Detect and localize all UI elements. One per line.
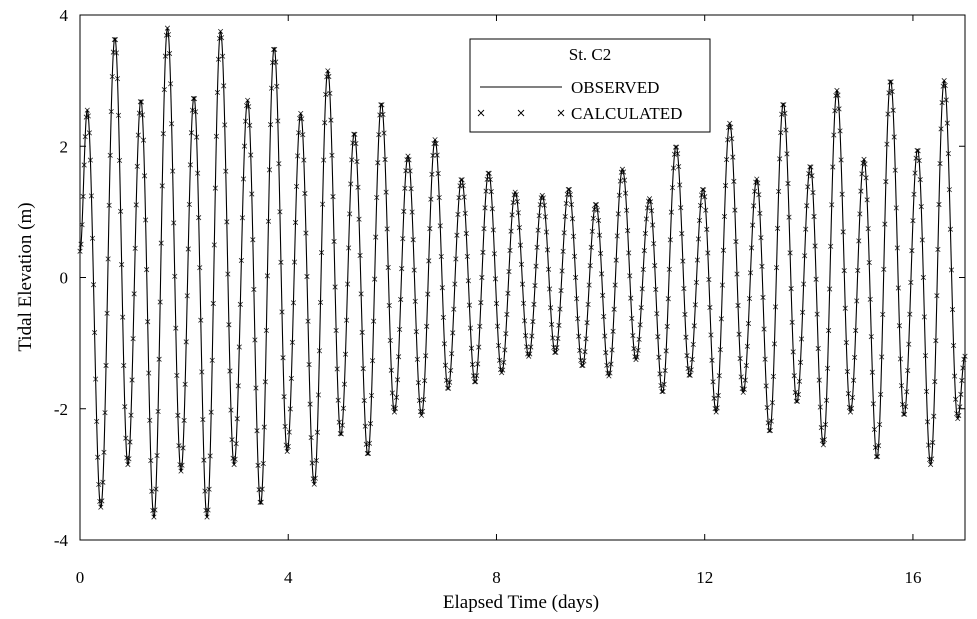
y-axis-ticks: -4 -2 0 2 4: [54, 6, 965, 550]
y-tick-label: -4: [54, 531, 69, 550]
x-tick-label: 0: [76, 568, 85, 587]
legend-x-marker: [517, 109, 525, 117]
x-tick-label: 16: [904, 568, 921, 587]
legend: St. C2 OBSERVED CALCULATED: [469, 38, 711, 133]
x-tick-label: 4: [284, 568, 293, 587]
y-tick-label: 4: [60, 6, 69, 25]
plot-area: 0 4 8 12 16 -4 -2 0 2 4: [54, 6, 968, 587]
legend-x-marker: [557, 109, 565, 117]
y-tick-label: 0: [60, 269, 69, 288]
legend-calculated-label: CALCULATED: [571, 104, 682, 123]
y-axis-title: Tidal Elevation (m): [15, 202, 36, 351]
x-tick-label: 8: [492, 568, 501, 587]
legend-observed-label: OBSERVED: [571, 78, 659, 97]
y-tick-label: -2: [54, 400, 68, 419]
x-axis-title: Elapsed Time (days): [443, 592, 599, 613]
observed-series-line: [79, 27, 966, 519]
x-tick-label: 12: [696, 568, 713, 587]
legend-x-marker: [477, 109, 485, 117]
legend-box: [469, 38, 711, 133]
x-axis-ticks: 0 4 8 12 16: [76, 15, 921, 587]
legend-title: St. C2: [569, 45, 612, 64]
legend-calculated-swatch: [477, 109, 565, 117]
y-tick-label: 2: [60, 137, 69, 156]
